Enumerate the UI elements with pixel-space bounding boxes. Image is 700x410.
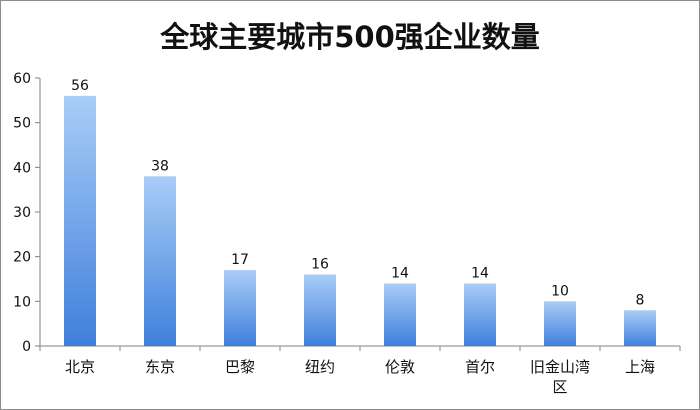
bar [144,176,176,346]
data-label: 14 [391,265,409,281]
bar [304,274,336,346]
y-tick-label: 40 [13,160,31,176]
x-tick-label: 纽约 [305,358,335,376]
x-tick-label: 东京 [145,358,175,376]
y-tick-label: 0 [22,339,31,355]
x-tick-label: 北京 [65,358,95,376]
x-tick-label: 伦敦 [385,358,415,376]
y-tick-label: 30 [13,205,31,221]
bar [464,283,496,346]
x-tick-label: 区 [552,378,567,396]
y-tick-label: 60 [13,71,31,87]
x-tick-label: 旧金山湾 [530,358,590,376]
data-label: 56 [71,78,89,94]
y-tick-label: 20 [13,250,31,266]
bar [224,270,256,346]
x-tick-label: 巴黎 [225,358,255,376]
bar [544,301,576,346]
y-axis: 0 10 20 30 40 50 60 [13,71,41,355]
bar [384,283,416,346]
y-tick-label: 10 [13,294,31,310]
bar [624,310,656,346]
bars [64,95,656,346]
bar [64,95,96,346]
data-label: 38 [151,158,169,174]
x-tick-label: 首尔 [465,358,495,376]
x-tick-label: 上海 [625,358,655,376]
chart-title: 全球主要城市500强企业数量 [160,20,540,54]
data-label: 16 [311,257,329,273]
data-label: 10 [551,283,569,299]
data-label: 17 [231,252,249,268]
data-label: 8 [636,292,645,308]
y-tick-label: 50 [13,116,31,132]
value-labels: 56 38 17 16 14 14 10 8 [71,78,644,308]
data-label: 14 [471,265,489,281]
